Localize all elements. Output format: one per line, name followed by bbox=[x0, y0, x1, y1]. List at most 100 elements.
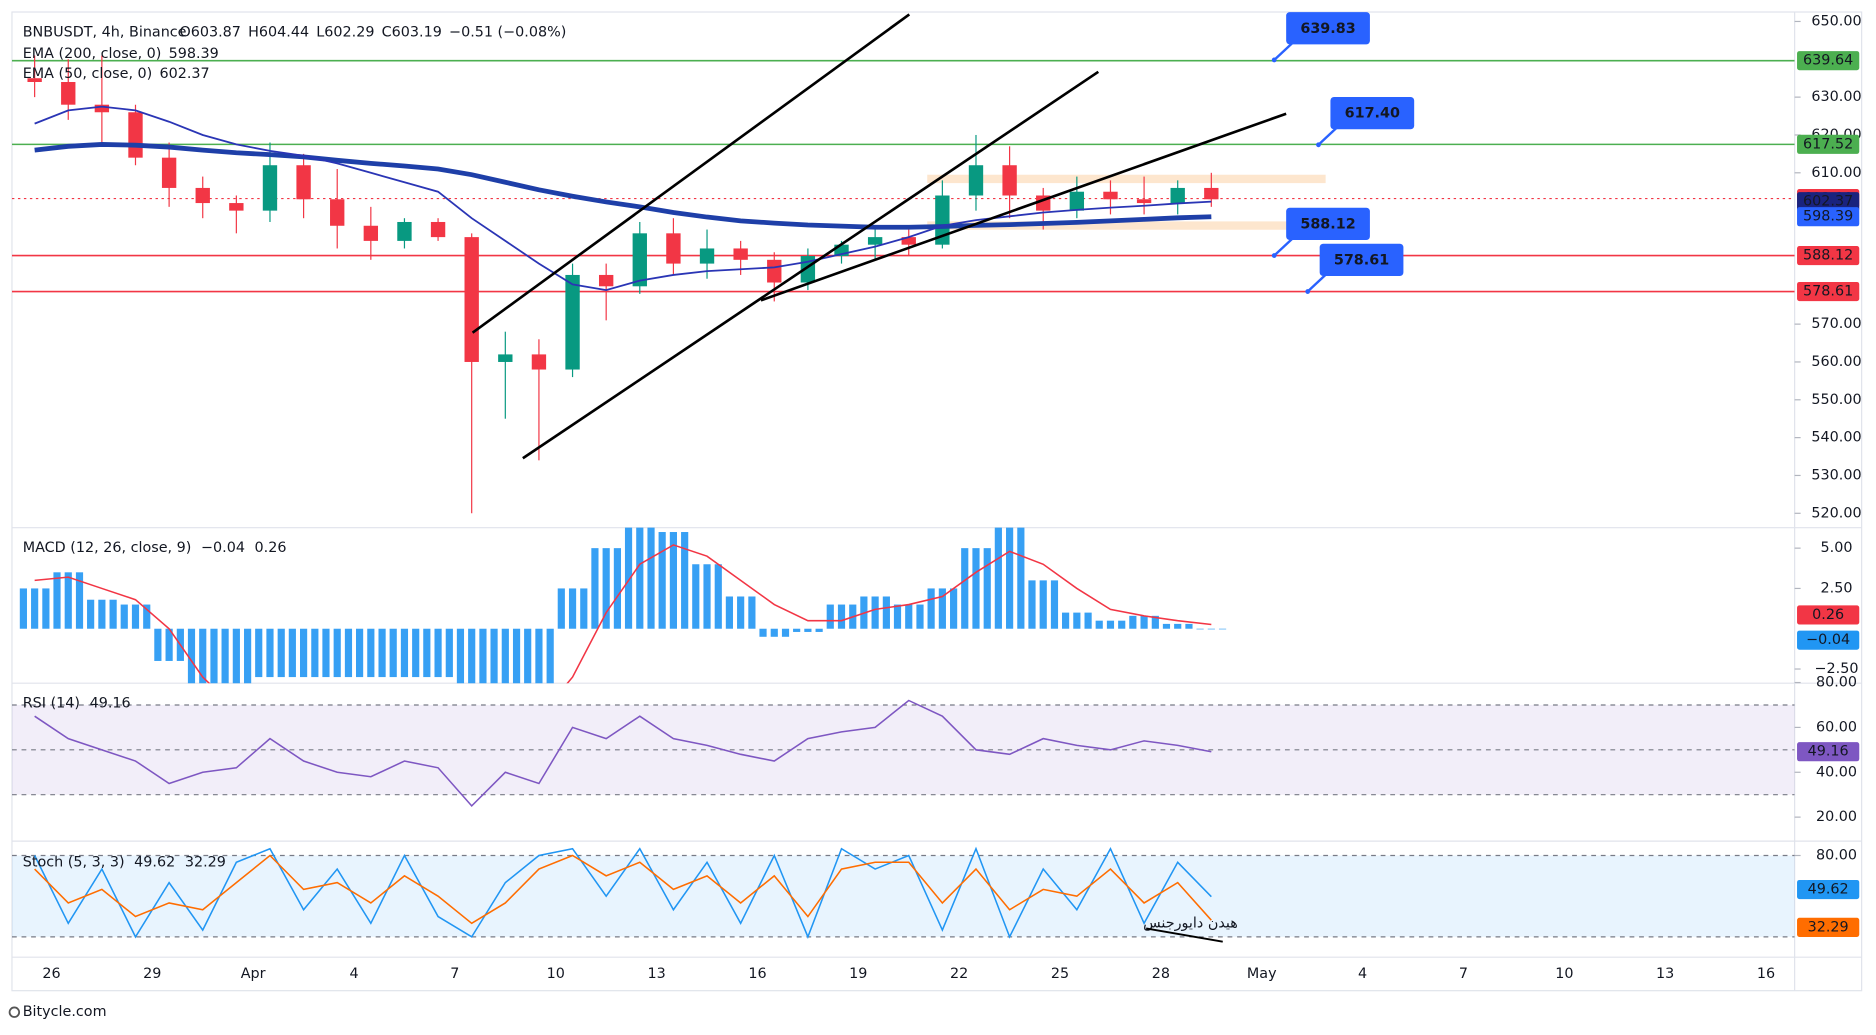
macd-bar bbox=[64, 572, 72, 629]
y-tick-label: 550.00 bbox=[1811, 392, 1861, 408]
price-tag: 602.37 bbox=[1803, 194, 1853, 210]
price-tag: 598.39 bbox=[1803, 209, 1853, 225]
candle-body bbox=[598, 274, 614, 287]
macd-bar bbox=[568, 588, 577, 629]
indicator-line bbox=[33, 846, 1212, 939]
callout-label: 578.61 bbox=[1334, 252, 1389, 268]
macd-bar bbox=[400, 628, 409, 678]
callout-label: 588.12 bbox=[1300, 216, 1355, 232]
macd-bar bbox=[546, 628, 554, 684]
callout-label: 639.83 bbox=[1300, 21, 1355, 37]
indicator-tag-box bbox=[1797, 742, 1860, 762]
candle-body bbox=[935, 195, 950, 245]
macd-bar bbox=[143, 604, 151, 629]
macd-bar bbox=[703, 564, 711, 629]
legend-text: 49.16 bbox=[90, 696, 131, 712]
macd-bar bbox=[580, 588, 588, 629]
price-tag-box bbox=[1797, 192, 1860, 212]
legend-text: MACD (12, 26, close, 9) bbox=[23, 540, 192, 556]
callout-box bbox=[1319, 243, 1404, 277]
callout-pointer bbox=[1317, 127, 1338, 146]
candle-body bbox=[666, 233, 681, 264]
macd-bar bbox=[714, 564, 722, 629]
macd-bar bbox=[961, 548, 969, 629]
macd-bar bbox=[759, 628, 767, 637]
price-tag: 617.52 bbox=[1803, 136, 1853, 152]
price-tag: 588.12 bbox=[1803, 248, 1853, 264]
callout-box bbox=[1286, 12, 1370, 45]
callout-box bbox=[1286, 207, 1370, 241]
macd-bar bbox=[199, 628, 207, 684]
macd-bar bbox=[1062, 612, 1070, 629]
x-tick-label: 10 bbox=[1555, 966, 1573, 982]
legend-text: 598.39 bbox=[169, 46, 219, 62]
macd-bar bbox=[75, 572, 84, 629]
callout-box bbox=[1330, 96, 1415, 130]
candle-body bbox=[733, 248, 748, 260]
macd-bar bbox=[535, 628, 543, 684]
x-tick-label: 7 bbox=[450, 966, 459, 982]
candle-body bbox=[901, 237, 916, 245]
macd-bar bbox=[355, 628, 364, 678]
y-tick-label: 560.00 bbox=[1811, 354, 1861, 370]
frame bbox=[11, 11, 1863, 992]
macd-bar bbox=[916, 604, 924, 629]
callout-dot bbox=[1271, 57, 1277, 63]
callout-pointer bbox=[1273, 42, 1293, 61]
x-tick-label: 4 bbox=[349, 966, 358, 982]
indicator-line bbox=[34, 544, 1212, 684]
candle-body bbox=[27, 78, 42, 82]
price-tag-box bbox=[1797, 207, 1860, 227]
macd-bar bbox=[1106, 620, 1115, 629]
legend-text: −0.51 (−0.08%) bbox=[449, 24, 566, 40]
macd-bar bbox=[905, 604, 913, 629]
macd-bar bbox=[131, 604, 140, 629]
macd-bar bbox=[669, 532, 677, 629]
candle-body bbox=[767, 259, 782, 283]
macd-bar bbox=[1084, 612, 1092, 629]
indicator-tag-box bbox=[1797, 630, 1860, 650]
macd-bar bbox=[524, 628, 532, 684]
macd-bar bbox=[187, 628, 196, 684]
macd-bar bbox=[501, 628, 509, 684]
macd-bar bbox=[232, 628, 240, 684]
macd-bar bbox=[793, 628, 801, 632]
stoch-pane bbox=[11, 846, 1795, 939]
x-tick-label: 4 bbox=[1358, 966, 1367, 982]
macd-bar bbox=[692, 564, 700, 629]
macd-bar bbox=[1196, 628, 1204, 630]
macd-bar bbox=[1006, 527, 1014, 629]
candle-body bbox=[834, 244, 849, 257]
price-tag-box bbox=[1797, 134, 1860, 154]
candle-body bbox=[699, 248, 715, 264]
legend-text: EMA (200, close, 0) bbox=[23, 46, 162, 62]
macd-bar bbox=[1050, 580, 1059, 629]
macd-bar bbox=[1174, 623, 1182, 629]
macd-bar bbox=[681, 532, 689, 629]
legend-text: −0.04 bbox=[201, 540, 245, 556]
candle-body bbox=[1170, 187, 1185, 204]
macd-bar bbox=[479, 628, 487, 684]
x-tick-label: 28 bbox=[1152, 966, 1170, 982]
macd-bar bbox=[512, 628, 521, 684]
candle-body bbox=[195, 187, 210, 204]
macd-bar bbox=[871, 596, 879, 629]
macd-bar bbox=[445, 628, 453, 678]
indicator-tag: −0.04 bbox=[1806, 632, 1850, 648]
y-tick-label: 2.50 bbox=[1821, 580, 1853, 596]
candle-body bbox=[161, 157, 177, 188]
macd-bar bbox=[1017, 527, 1025, 629]
callout-dot bbox=[1305, 289, 1311, 294]
legend-text: 32.29 bbox=[185, 855, 226, 871]
macd-bar bbox=[19, 588, 27, 629]
macd-bar bbox=[266, 628, 274, 678]
candle-body bbox=[94, 104, 110, 113]
macd-bar bbox=[658, 532, 666, 629]
macd-bar bbox=[31, 588, 39, 629]
legend-text: 49.62 bbox=[134, 855, 175, 871]
price-tag: 639.64 bbox=[1803, 53, 1853, 69]
y-tick-label: 650.00 bbox=[1811, 13, 1861, 29]
macd-bar bbox=[434, 628, 442, 678]
trend-lines bbox=[471, 13, 1287, 943]
legend-text: H604.44 bbox=[248, 24, 309, 40]
